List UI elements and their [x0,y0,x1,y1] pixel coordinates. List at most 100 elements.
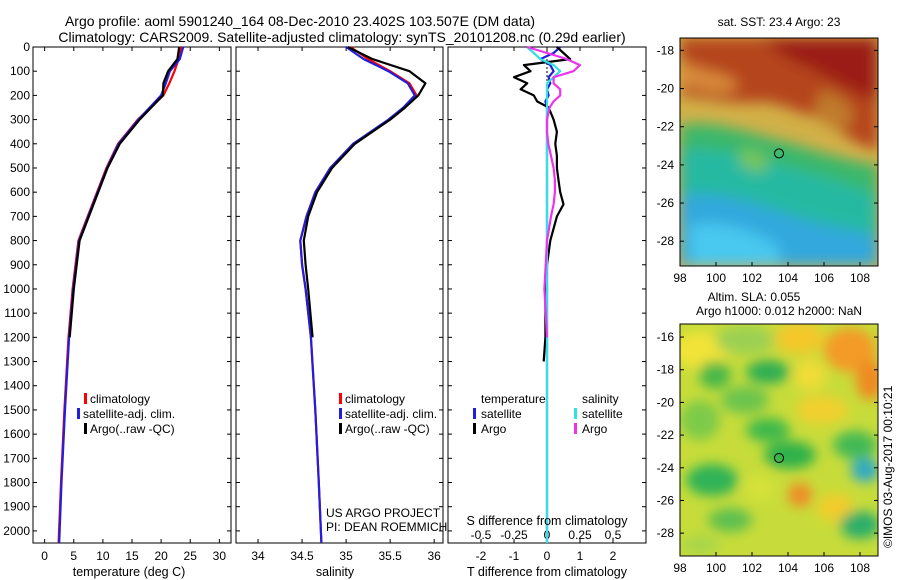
sla-map-ticks: -16 -18 -20 -22 -24 -26 -28 98 100 102 104 106 108 [657,330,878,575]
salinity-depth-ticks [236,46,443,532]
sla-map-title-line1: Altim. SLA: 0.055 [708,290,801,304]
lon-tick-label: 108 [850,271,870,285]
legend-swatch-climatology [339,393,342,404]
figure-title-line2: Climatology: CARS2009. Satellite-adjuste… [58,29,625,45]
lat-tick-label: -20 [657,395,675,409]
depth-tick-label: 800 [10,234,30,248]
lat-tick-label: -16 [657,330,675,344]
lat-tick-label: -26 [657,196,675,210]
difference-series [512,45,582,543]
x-tick-label: 1 [577,549,584,563]
x-tick-label: 15 [125,549,139,563]
series-line-satellite-adj-clim [58,46,185,544]
x-tick-label: 5 [70,549,77,563]
x-tick-label: 20 [154,549,168,563]
x-tick-label: -2 [476,549,487,563]
lon-tick-label: 108 [850,561,870,575]
legend-swatch-satellite [77,408,80,419]
temperature-series [57,46,185,544]
lat-tick-label: -24 [657,158,675,172]
legend-swatch-t-satellite [473,408,476,419]
depth-tick-label: 1200 [3,330,30,344]
difference-panel: -2 -1 0 1 2-0.5 -0.25 0 0.25 0.5 T difference fr… [447,45,647,579]
legend-swatch-t-argo [473,423,476,434]
series-line-salinity-argo [526,45,582,338]
s-diff-tick-label: 0.25 [568,528,592,542]
depth-tick-label: 2000 [3,524,30,538]
legend-salinity-heading: salinity [582,392,619,406]
sst-map-ticks: -18 -20 -22 -24 -26 -28 98 100 102 104 106 108 [657,43,878,285]
credit-pi: PI: DEAN ROEMMICH [326,520,447,534]
x-tick-label: -1 [509,549,520,563]
lon-tick-label: 100 [706,561,726,575]
sst-map-title: sat. SST: 23.4 Argo: 23 [718,15,841,29]
legend-swatch-s-satellite [574,408,577,419]
depth-tick-label: 1300 [3,355,30,369]
sla-field [680,324,878,556]
depth-tick-label: 900 [10,258,30,272]
legend-swatch-s-argo [574,423,577,434]
lat-tick-label: -18 [657,43,675,57]
legend-s-satellite: satellite [582,407,623,421]
legend-argo: Argo(..raw -QC) [90,422,175,436]
x-tick-label: 35 [339,549,353,563]
depth-tick-label: 1800 [3,476,30,490]
legend-swatch-argo [339,423,342,434]
lat-tick-label: -28 [657,526,675,540]
depth-tick-label: 300 [10,113,30,127]
depth-tick-label: 200 [10,88,30,102]
depth-tick-label: 600 [10,185,30,199]
lon-tick-label: 104 [778,271,798,285]
salinity-series [299,46,427,544]
x-tick-label: 2 [610,549,617,563]
x-tick-label: 30 [213,549,227,563]
x-tick-label: 36 [428,549,442,563]
figure-title-line1: Argo profile: aoml 5901240_164 08-Dec-20… [65,13,535,29]
legend-temperature-heading: temperature [481,392,546,406]
temperature-profile-panel: 0100200300400500600700800900100011001200… [3,40,232,579]
x-tick-label: 10 [96,549,110,563]
s-difference-axis-label: S difference from climatology [467,514,629,528]
s-diff-tick-label: 0.5 [605,528,622,542]
depth-tick-label: 1600 [3,427,30,441]
lon-tick-label: 98 [673,561,687,575]
lon-tick-label: 98 [673,271,687,285]
lon-tick-label: 106 [814,271,834,285]
legend-swatch-climatology [84,393,87,404]
x-tick-label: 34.5 [290,549,314,563]
temperature-axis-ticks: 0 5 10 15 20 25 30 [41,47,226,563]
series-line-argo-raw-qc [68,46,181,338]
depth-tick-label: 1900 [3,500,30,514]
depth-tick-label: 1100 [4,306,30,320]
sst-field [680,38,878,266]
depth-axis-ticks: 0 100 200 300 400 500 600 700 800 900 1000 1100 1200… [3,40,231,538]
lat-tick-label: -22 [657,120,675,134]
temperature-axis-label: temperature (deg C) [73,565,186,579]
depth-tick-label: 0 [23,40,30,54]
lon-tick-label: 102 [742,271,762,285]
x-tick-label: 0 [544,549,551,563]
t-difference-axis-label: T difference from climatology [467,565,628,579]
argo-location-marker [774,148,784,159]
argo-location-marker [774,452,784,463]
lat-tick-label: -24 [657,461,675,475]
series-line-satellite-adj-clim [299,46,416,544]
lon-tick-label: 104 [778,561,798,575]
temperature-legend: climatology satellite-adj. clim. Argo(..… [77,392,175,436]
x-tick-label: 34 [251,549,265,563]
legend-satellite: satellite-adj. clim. [345,407,437,421]
legend-climatology: climatology [345,392,405,406]
lon-tick-label: 102 [742,561,762,575]
salinity-axis-ticks: 34 34.5 35 35.5 36 [251,47,441,563]
series-line-climatology [57,46,182,544]
depth-tick-label: 400 [10,137,30,151]
depth-tick-label: 1000 [3,282,30,296]
legend-climatology: climatology [90,392,150,406]
sla-map-frame [679,323,879,557]
sst-map-frame [679,37,879,267]
difference-legend: temperature salinity satellite Argo sate… [473,392,623,436]
x-tick-label: 0 [41,549,48,563]
salinity-axis-label: salinity [316,565,355,579]
sst-map: sat. SST: 23.4 Argo: 23 -18-20-22-24-26-… [657,15,879,285]
